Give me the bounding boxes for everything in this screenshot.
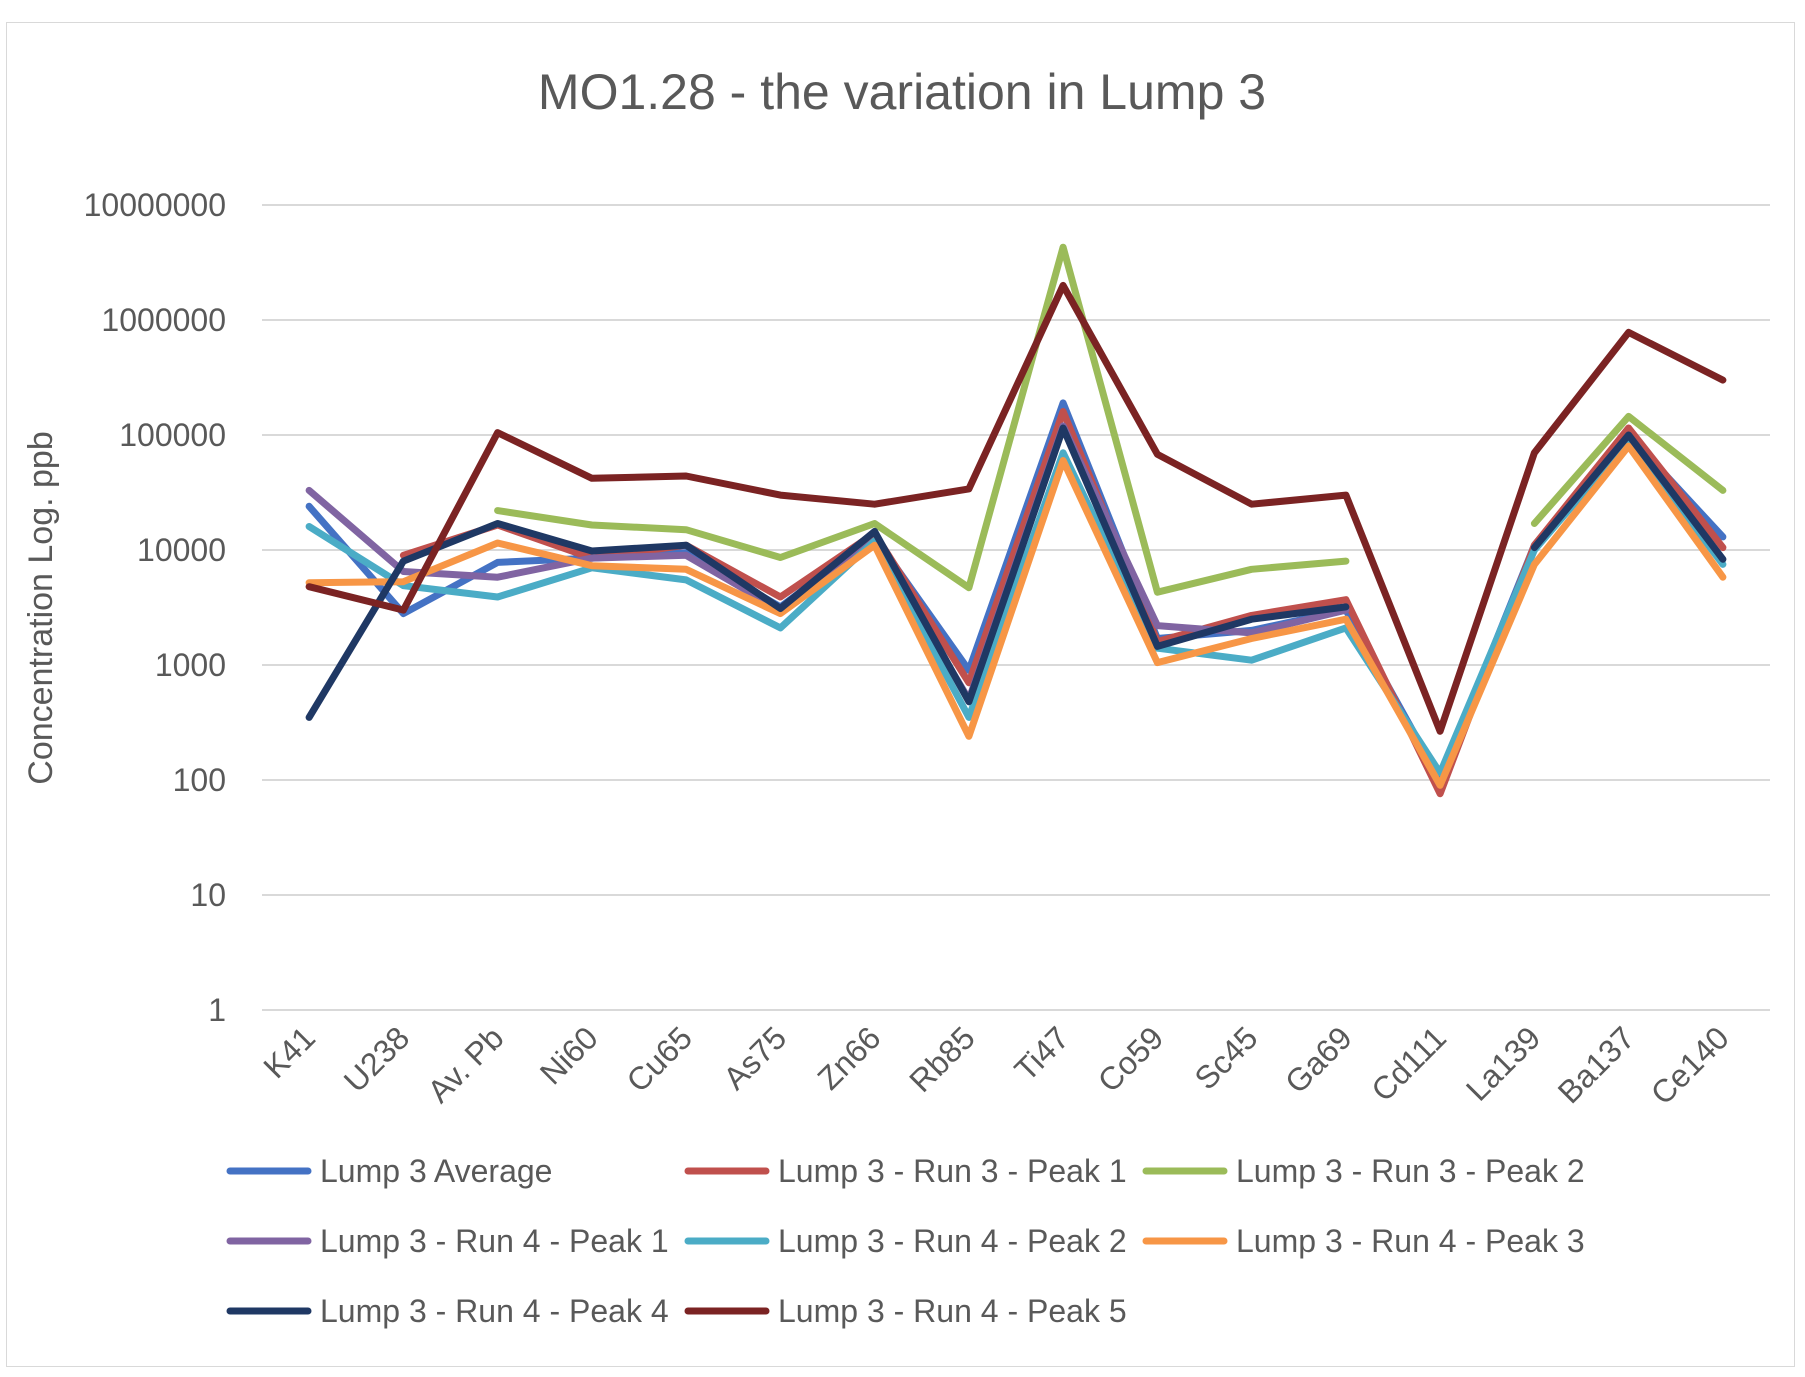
x-tick-label: Cu65 (620, 1019, 700, 1099)
legend-label: Lump 3 - Run 4 - Peak 1 (320, 1223, 669, 1259)
x-tick-label: Rb85 (902, 1019, 982, 1099)
legend-label: Lump 3 - Run 4 - Peak 4 (320, 1293, 669, 1329)
y-tick-label: 100000 (119, 417, 226, 453)
x-tick-label: Av. Pb (421, 1019, 511, 1109)
legend-label: Lump 3 - Run 4 - Peak 5 (778, 1293, 1127, 1329)
legend-label: Lump 3 - Run 4 - Peak 3 (1236, 1223, 1585, 1259)
y-axis-title: Concentration Log. ppb (22, 431, 60, 784)
x-tick-label: As75 (716, 1019, 793, 1096)
x-tick-label: Ce140 (1644, 1019, 1736, 1111)
series-line (305, 281, 1727, 735)
y-tick-label: 10000000 (84, 187, 226, 223)
y-tick-label: 1 (208, 992, 226, 1028)
series-line (494, 243, 1727, 596)
legend-label: Lump 3 - Run 4 - Peak 2 (778, 1223, 1127, 1259)
x-tick-label: Cd111 (1364, 1019, 1453, 1108)
x-tick-label: Ti47 (1007, 1019, 1076, 1088)
y-tick-label: 10000 (137, 532, 226, 568)
x-tick-label: Co59 (1091, 1019, 1171, 1099)
y-tick-label: 1000000 (101, 302, 226, 338)
x-tick-label: Ba137 (1551, 1019, 1642, 1110)
series-line (305, 424, 1727, 721)
x-tick-label: Ga69 (1278, 1019, 1359, 1100)
x-tick-label: Zn66 (811, 1019, 888, 1096)
x-axis-ticks: K41 U238 Av. Pb Ni60 Cu65 As75 Zn66 Rb85 Ti47 Co5… (256, 1019, 1735, 1111)
series-line (305, 442, 1727, 789)
series-lines (305, 243, 1727, 798)
x-tick-label: La139 (1459, 1019, 1547, 1107)
legend-label: Lump 3 - Run 3 - Peak 1 (778, 1153, 1127, 1189)
x-tick-label: K41 (256, 1019, 322, 1085)
y-tick-label: 10 (190, 877, 226, 913)
x-tick-label: Sc45 (1188, 1019, 1265, 1096)
chart-title: MO1.28 - the variation in Lump 3 (538, 64, 1266, 120)
legend: Lump 3 Average Lump 3 - Run 3 - Peak 1 Lum… (226, 1153, 1585, 1329)
series-line (305, 436, 1727, 777)
y-tick-label: 1000 (155, 647, 226, 683)
x-tick-label: U238 (337, 1019, 417, 1099)
y-axis-ticks: 1 10 100 1000 10000 100000 1000000 10000000 (84, 187, 226, 1028)
y-tick-label: 100 (173, 762, 226, 798)
x-tick-label: Ni60 (533, 1019, 605, 1091)
legend-label: Lump 3 - Run 3 - Peak 2 (1236, 1153, 1585, 1189)
legend-label: Lump 3 Average (320, 1153, 552, 1189)
chart-frame (6, 22, 1795, 1367)
